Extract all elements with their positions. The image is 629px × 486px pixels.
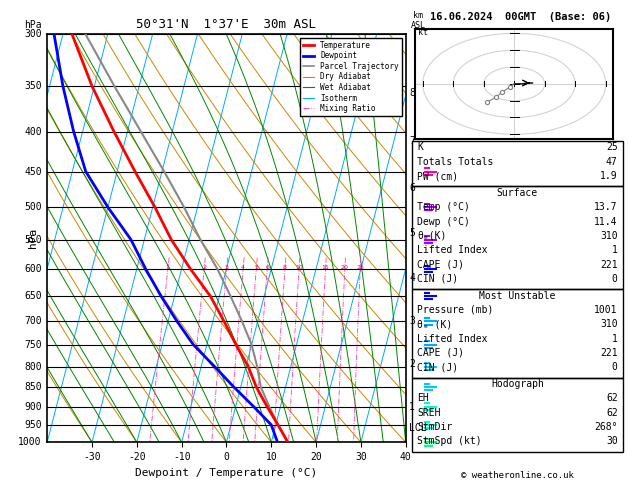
Text: 310: 310 bbox=[600, 231, 618, 241]
Text: Surface: Surface bbox=[497, 188, 538, 198]
Text: km
ASL: km ASL bbox=[411, 11, 426, 30]
Text: 25: 25 bbox=[606, 142, 618, 153]
Text: 900: 900 bbox=[24, 401, 42, 412]
Title: 50°31'N  1°37'E  30m ASL: 50°31'N 1°37'E 30m ASL bbox=[136, 18, 316, 32]
Text: 16.06.2024  00GMT  (Base: 06): 16.06.2024 00GMT (Base: 06) bbox=[430, 12, 611, 22]
Text: CAPE (J): CAPE (J) bbox=[417, 260, 464, 270]
Text: hPa: hPa bbox=[28, 228, 38, 248]
Text: 750: 750 bbox=[24, 340, 42, 350]
X-axis label: Dewpoint / Temperature (°C): Dewpoint / Temperature (°C) bbox=[135, 468, 318, 478]
Text: 310: 310 bbox=[600, 319, 618, 330]
Text: 221: 221 bbox=[600, 348, 618, 358]
Text: 11.4: 11.4 bbox=[594, 217, 618, 226]
Text: CIN (J): CIN (J) bbox=[417, 362, 458, 372]
Text: 4: 4 bbox=[409, 273, 415, 283]
Text: 15: 15 bbox=[321, 265, 330, 270]
Text: 450: 450 bbox=[24, 167, 42, 176]
Text: 700: 700 bbox=[24, 316, 42, 326]
Text: SREH: SREH bbox=[417, 408, 440, 418]
Text: Most Unstable: Most Unstable bbox=[479, 291, 555, 301]
Text: 6: 6 bbox=[409, 183, 415, 192]
Text: 600: 600 bbox=[24, 264, 42, 274]
Text: 62: 62 bbox=[606, 394, 618, 403]
Text: 0: 0 bbox=[612, 274, 618, 284]
Text: Hodograph: Hodograph bbox=[491, 379, 544, 389]
Text: 950: 950 bbox=[24, 420, 42, 430]
Text: 268°: 268° bbox=[594, 422, 618, 432]
Text: kt: kt bbox=[418, 28, 428, 37]
Text: 650: 650 bbox=[24, 291, 42, 301]
Text: 1: 1 bbox=[612, 333, 618, 344]
Text: 47: 47 bbox=[606, 156, 618, 167]
Text: 3: 3 bbox=[225, 265, 228, 270]
Text: θₑ(K): θₑ(K) bbox=[417, 231, 447, 241]
Text: Totals Totals: Totals Totals bbox=[417, 156, 493, 167]
Text: Temp (°C): Temp (°C) bbox=[417, 202, 470, 212]
Text: 500: 500 bbox=[24, 202, 42, 212]
Text: CAPE (J): CAPE (J) bbox=[417, 348, 464, 358]
Text: 8: 8 bbox=[409, 88, 415, 98]
Text: EH: EH bbox=[417, 394, 429, 403]
Text: 0: 0 bbox=[612, 362, 618, 372]
Text: hPa: hPa bbox=[24, 20, 42, 30]
Text: 1000: 1000 bbox=[18, 437, 42, 447]
Text: PW (cm): PW (cm) bbox=[417, 171, 458, 181]
Text: Lifted Index: Lifted Index bbox=[417, 333, 487, 344]
Text: 5: 5 bbox=[254, 265, 258, 270]
Text: 1: 1 bbox=[612, 245, 618, 255]
Text: 400: 400 bbox=[24, 126, 42, 137]
Text: 4: 4 bbox=[241, 265, 245, 270]
Text: LCL: LCL bbox=[409, 423, 427, 434]
Text: 30: 30 bbox=[606, 436, 618, 447]
Text: Pressure (mb): Pressure (mb) bbox=[417, 305, 493, 315]
Text: 221: 221 bbox=[600, 260, 618, 270]
Text: 8: 8 bbox=[283, 265, 287, 270]
Text: 2: 2 bbox=[202, 265, 206, 270]
Text: StmSpd (kt): StmSpd (kt) bbox=[417, 436, 482, 447]
Text: 3: 3 bbox=[409, 316, 415, 326]
Text: 800: 800 bbox=[24, 362, 42, 372]
Legend: Temperature, Dewpoint, Parcel Trajectory, Dry Adiabat, Wet Adiabat, Isotherm, Mi: Temperature, Dewpoint, Parcel Trajectory… bbox=[299, 38, 402, 116]
Text: © weatheronline.co.uk: © weatheronline.co.uk bbox=[461, 471, 574, 480]
Text: StmDir: StmDir bbox=[417, 422, 452, 432]
Text: Dewp (°C): Dewp (°C) bbox=[417, 217, 470, 226]
Text: Lifted Index: Lifted Index bbox=[417, 245, 487, 255]
Text: θₑ (K): θₑ (K) bbox=[417, 319, 452, 330]
Text: 20: 20 bbox=[341, 265, 348, 270]
Text: K: K bbox=[417, 142, 423, 153]
Text: 6: 6 bbox=[265, 265, 269, 270]
Text: 300: 300 bbox=[24, 29, 42, 39]
Text: 7: 7 bbox=[409, 136, 415, 146]
Text: 850: 850 bbox=[24, 382, 42, 392]
Text: 13.7: 13.7 bbox=[594, 202, 618, 212]
Text: 1.9: 1.9 bbox=[600, 171, 618, 181]
Text: 350: 350 bbox=[24, 81, 42, 91]
Text: CIN (J): CIN (J) bbox=[417, 274, 458, 284]
Text: 25: 25 bbox=[356, 265, 364, 270]
Text: 62: 62 bbox=[606, 408, 618, 418]
Text: 1: 1 bbox=[409, 401, 415, 412]
Text: 2: 2 bbox=[409, 360, 415, 369]
Text: 10: 10 bbox=[295, 265, 303, 270]
Text: 5: 5 bbox=[409, 228, 415, 238]
Text: 550: 550 bbox=[24, 235, 42, 244]
Text: 1001: 1001 bbox=[594, 305, 618, 315]
Text: 1: 1 bbox=[166, 265, 170, 270]
